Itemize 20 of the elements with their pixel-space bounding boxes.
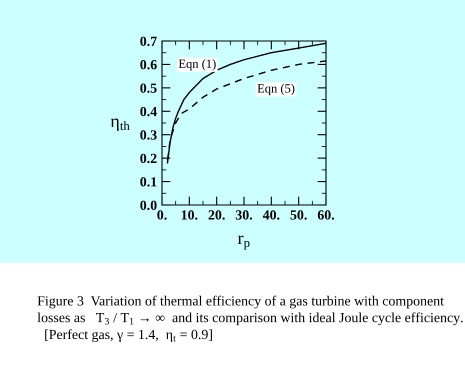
y-tick-label: 0.0 xyxy=(140,200,157,210)
y-tick-label: 0.5 xyxy=(140,83,157,93)
x-tick-label: 60. xyxy=(318,210,334,220)
y-tick-label: 0.2 xyxy=(140,154,157,164)
x-tick-label: 30. xyxy=(236,210,252,220)
y-tick-label: 0.6 xyxy=(140,60,157,70)
annotation: Eqn (1) xyxy=(178,59,216,71)
x-tick-label: 0. xyxy=(157,210,167,220)
x-tick-label: 50. xyxy=(290,210,307,220)
y-tick-label: 0.3 xyxy=(140,130,157,140)
y-axis-title: η$_{th}$ xyxy=(110,118,130,131)
x-tick-label: 40. xyxy=(262,210,280,220)
y-tick-label: 0.7 xyxy=(140,36,157,46)
annotation: Eqn (5) xyxy=(257,84,294,96)
y-tick-label: 0.4 xyxy=(140,106,157,116)
x-tick-label: 20. xyxy=(208,210,225,220)
x-tick-label: 10. xyxy=(182,210,198,220)
text: Figure 3 Variation of thermal efficiency of a gas turbine with component losses as T$_{3}$ / T$_{1}$ → ∞ and its comparison with ideal Joule cycle efficiency. [Perfect gas, γ = 1.4, η$_{t}$ = 0.9] xyxy=(37,296,463,342)
x-axis-title: r$_{p}$ xyxy=(238,235,250,250)
y-tick-label: 0.1 xyxy=(140,177,156,187)
